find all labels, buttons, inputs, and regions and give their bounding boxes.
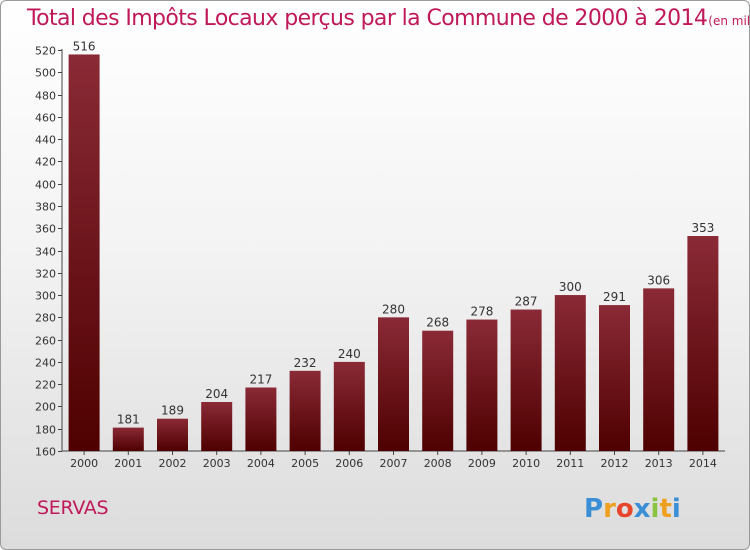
title-block: Total des Impôts Locaux perçus par la Co… [27,6,750,31]
x-tick-label: 2008 [424,457,452,470]
x-tick-label: 2014 [689,457,717,470]
data-label: 278 [470,305,493,319]
y-tick-label: 520 [35,45,56,58]
y-tick-label: 460 [35,112,56,125]
bar [333,361,365,451]
data-label: 516 [73,39,96,53]
bar [378,317,409,451]
label-layer: 516 2000 181 2001 189 2002 204 2003 217 2004 232 20… [70,39,717,470]
bar [68,54,100,451]
x-tick-label: 2000 [70,457,98,470]
bar [687,236,719,451]
data-label: 189 [161,404,184,418]
x-tick-label: 2009 [468,457,496,470]
bar [466,319,498,451]
data-label: 280 [382,302,405,316]
y-tick-label: 380 [35,201,56,214]
y-tick-label: 280 [35,312,56,325]
x-tick-label: 2005 [291,457,319,470]
data-label: 268 [426,316,449,330]
bar [510,309,542,451]
data-label: 306 [647,273,670,287]
data-label: 204 [205,387,228,401]
y-tick-label: 220 [35,379,56,392]
x-tick-label: 2007 [380,457,408,470]
bar [422,330,454,451]
y-tick-label: 200 [35,401,56,414]
x-tick-label: 2012 [601,457,629,470]
x-tick-label: 2001 [114,457,142,470]
y-tick-label: 340 [35,246,56,259]
proxiti-logo[interactable]: Proxiti [584,490,694,524]
chart-unit: (en milliers d'€) [708,14,750,28]
y-tick-label: 300 [35,290,56,303]
y-tick-label: 400 [35,179,56,192]
svg-text:Proxiti: Proxiti [584,494,681,524]
bar [157,418,188,451]
y-tick-label: 500 [35,67,56,80]
y-tick-label: 180 [35,424,56,437]
data-label: 353 [691,221,714,235]
y-tick-label: 320 [35,268,56,281]
y-tick-label: 480 [35,90,56,103]
y-tick-label: 440 [35,134,56,147]
x-tick-label: 2010 [512,457,540,470]
data-label: 291 [603,290,626,304]
data-label: 217 [249,373,272,387]
data-label: 240 [338,347,361,361]
bar-layer [68,54,719,451]
bar [245,387,277,451]
data-label: 287 [515,295,538,309]
bar [599,305,630,451]
bar [554,295,586,451]
y-tick-label: 160 [35,446,56,459]
commune-name: SERVAS [37,497,109,519]
x-tick-label: 2003 [203,457,231,470]
bar [643,288,675,451]
bar [201,401,233,451]
y-tick-label: 240 [35,357,56,370]
data-label: 181 [117,413,140,427]
chart-title: Total des Impôts Locaux perçus par la Co… [27,6,708,31]
axis-layer: 160 180 200 220 240 260 280 300 320 340 360 380 400 4… [35,45,725,459]
x-tick-label: 2006 [335,457,363,470]
x-tick-label: 2011 [556,457,584,470]
y-tick-label: 420 [35,156,56,169]
data-label: 232 [294,356,317,370]
data-label: 300 [559,280,582,294]
x-tick-label: 2002 [159,457,187,470]
y-tick-label: 260 [35,335,56,348]
x-tick-label: 2013 [645,457,673,470]
bar [112,427,144,451]
bar [289,370,321,451]
x-tick-label: 2004 [247,457,275,470]
y-tick-label: 360 [35,223,56,236]
